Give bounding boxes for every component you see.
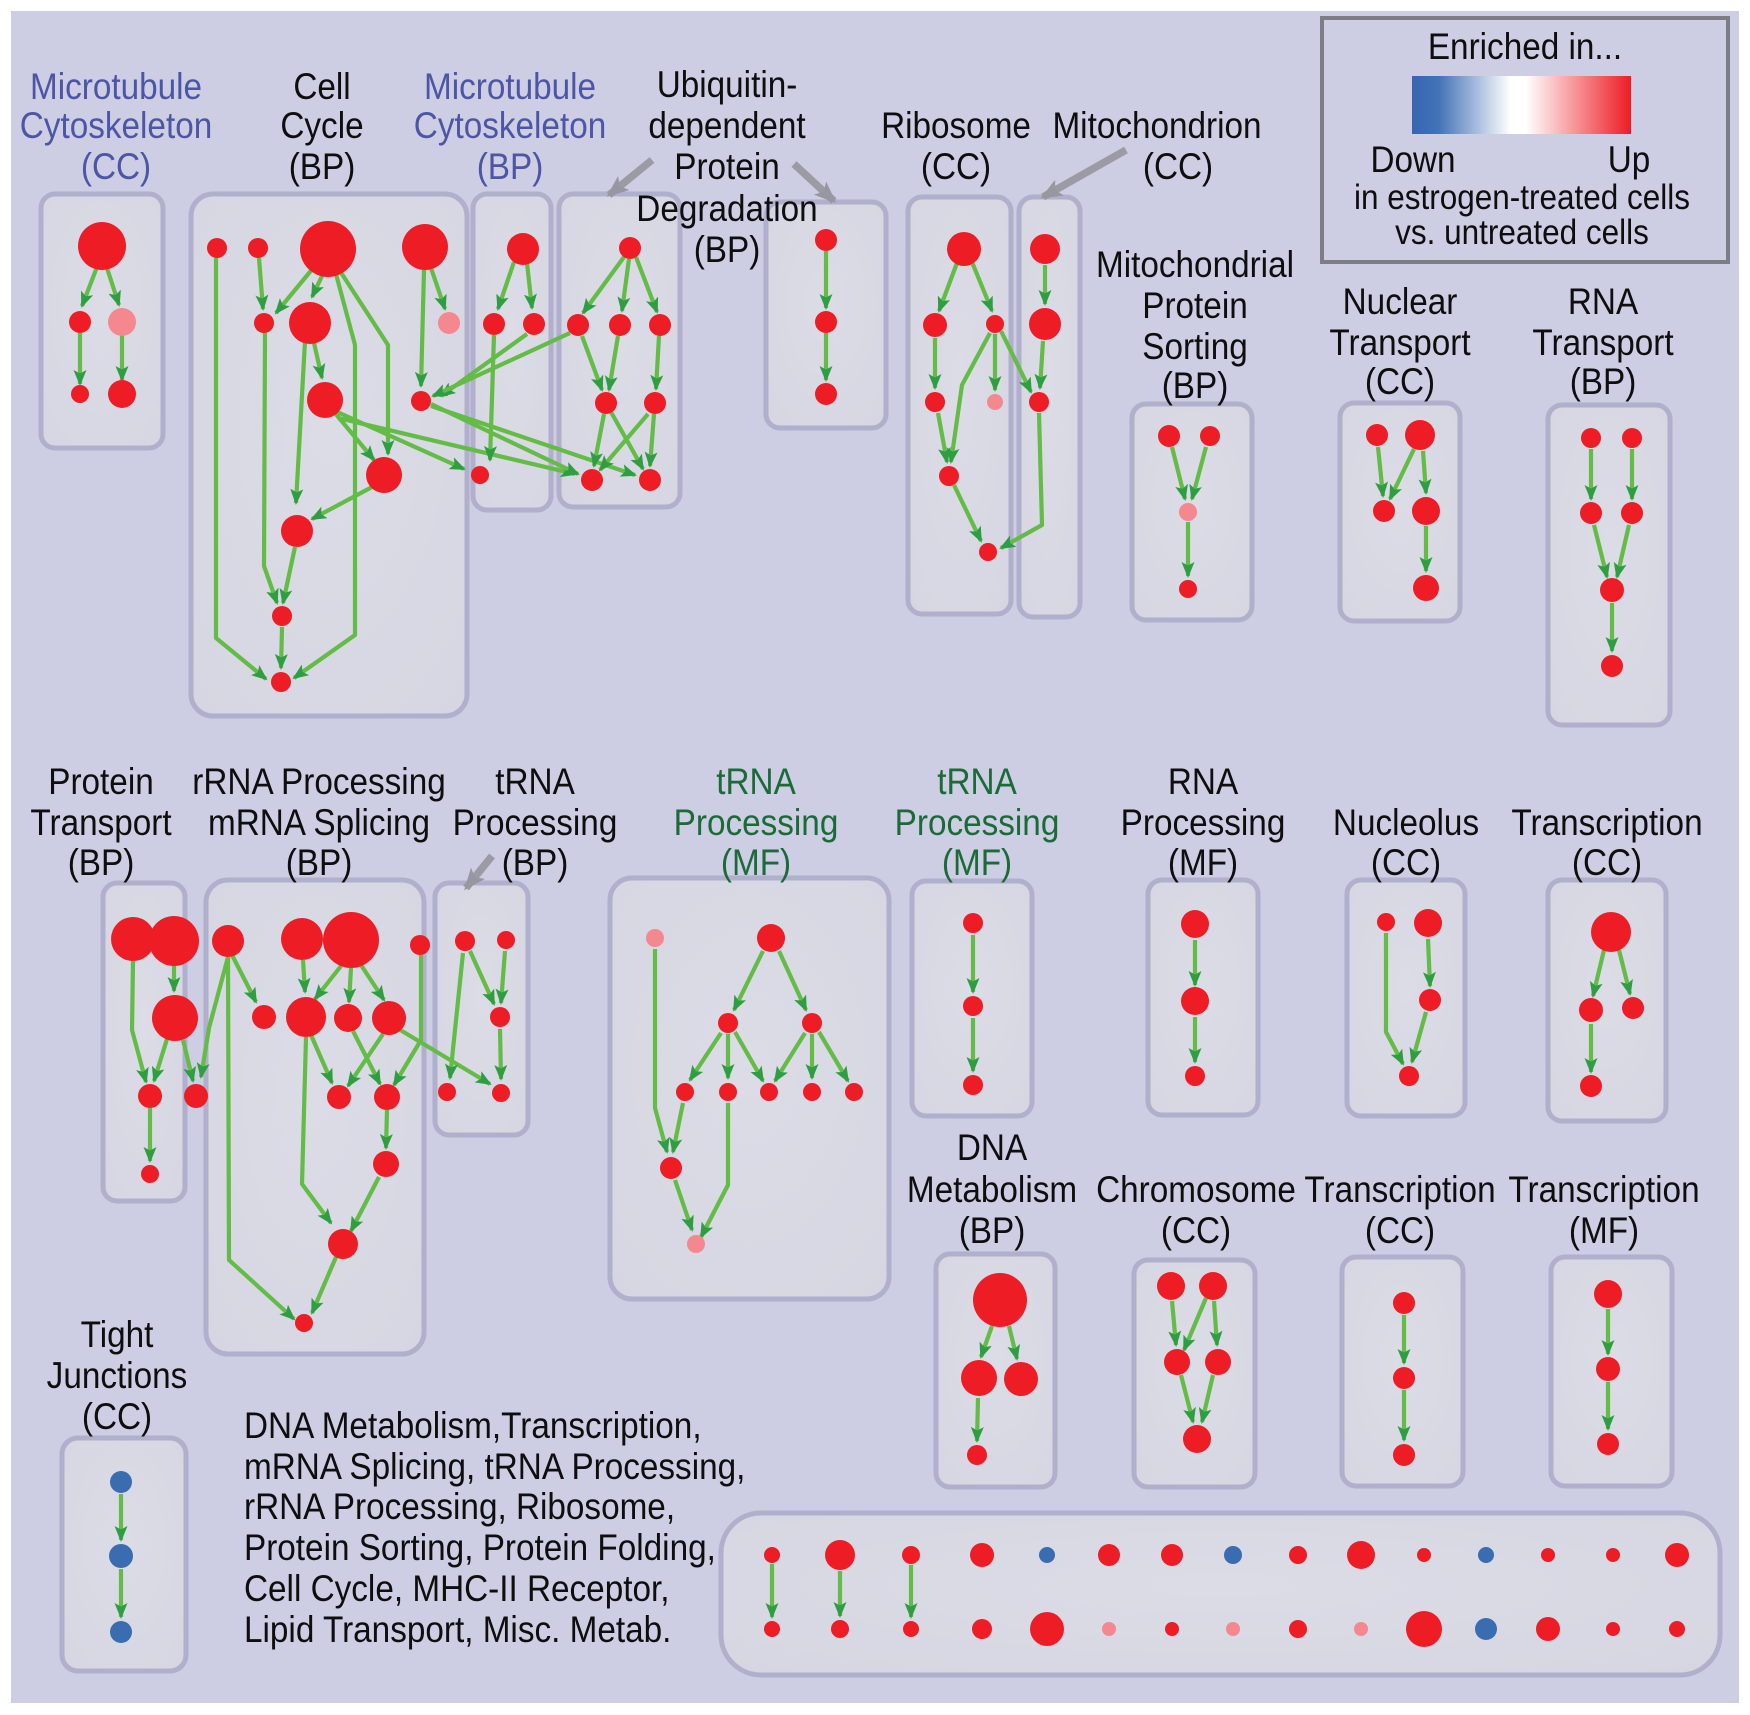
svg-text:Microtubule: Microtubule: [30, 66, 202, 107]
svg-text:in estrogen-treated cells: in estrogen-treated cells: [1354, 179, 1690, 218]
svg-text:DNA: DNA: [957, 1127, 1028, 1168]
svg-text:(CC): (CC): [1371, 842, 1441, 883]
svg-text:(BP): (BP): [1162, 365, 1229, 406]
svg-text:Tight: Tight: [81, 1314, 154, 1355]
svg-text:mRNA Splicing, tRNA Processing: mRNA Splicing, tRNA Processing,: [244, 1446, 745, 1487]
svg-text:Sorting: Sorting: [1142, 326, 1247, 367]
svg-text:Cell: Cell: [293, 66, 350, 107]
svg-text:mRNA Splicing: mRNA Splicing: [208, 802, 430, 843]
svg-text:(CC): (CC): [921, 146, 991, 187]
svg-text:Processing: Processing: [895, 802, 1060, 843]
svg-text:Nucleolus: Nucleolus: [1333, 802, 1479, 843]
svg-text:(BP): (BP): [289, 146, 356, 187]
svg-text:Transport: Transport: [1329, 322, 1470, 363]
svg-text:(BP): (BP): [68, 842, 135, 883]
svg-text:Cytoskeleton: Cytoskeleton: [20, 105, 212, 146]
svg-text:Transcription: Transcription: [1511, 802, 1702, 843]
svg-text:DNA Metabolism,Transcription,: DNA Metabolism,Transcription,: [244, 1405, 702, 1446]
svg-text:tRNA: tRNA: [716, 761, 796, 802]
svg-text:Processing: Processing: [674, 802, 839, 843]
svg-text:vs. untreated cells: vs. untreated cells: [1395, 214, 1649, 253]
svg-text:Enriched in...: Enriched in...: [1428, 26, 1622, 67]
svg-text:Processing: Processing: [1121, 802, 1286, 843]
svg-text:Transcription: Transcription: [1508, 1169, 1699, 1210]
svg-text:RNA: RNA: [1568, 281, 1639, 322]
svg-text:(BP): (BP): [502, 842, 569, 883]
svg-text:(BP): (BP): [694, 229, 761, 270]
svg-text:Cell Cycle, MHC-II Receptor,: Cell Cycle, MHC-II Receptor,: [244, 1568, 669, 1609]
svg-text:RNA: RNA: [1168, 761, 1239, 802]
svg-text:Protein Sorting, Protein Foldi: Protein Sorting, Protein Folding,: [244, 1527, 716, 1568]
svg-text:Degradation: Degradation: [636, 188, 817, 229]
svg-text:Up: Up: [1608, 139, 1651, 180]
svg-text:rRNA Processing, Ribosome,: rRNA Processing, Ribosome,: [244, 1486, 675, 1527]
svg-text:Transport: Transport: [30, 802, 171, 843]
svg-text:Lipid Transport, Misc. Metab.: Lipid Transport, Misc. Metab.: [244, 1609, 671, 1650]
svg-text:(MF): (MF): [1168, 842, 1238, 883]
svg-text:(BP): (BP): [959, 1210, 1026, 1251]
svg-text:(MF): (MF): [942, 842, 1012, 883]
svg-text:(BP): (BP): [286, 842, 353, 883]
svg-text:(BP): (BP): [1570, 361, 1637, 402]
svg-text:Ribosome: Ribosome: [881, 105, 1031, 146]
svg-text:(BP): (BP): [477, 146, 544, 187]
svg-text:dependent: dependent: [648, 105, 806, 146]
svg-text:(CC): (CC): [1365, 361, 1435, 402]
svg-text:(CC): (CC): [1365, 1210, 1435, 1251]
svg-text:Transcription: Transcription: [1304, 1169, 1495, 1210]
svg-text:tRNA: tRNA: [937, 761, 1017, 802]
svg-text:Mitochondrion: Mitochondrion: [1052, 105, 1261, 146]
svg-text:Ubiquitin-: Ubiquitin-: [657, 64, 798, 105]
svg-text:Metabolism: Metabolism: [907, 1169, 1077, 1210]
svg-text:(CC): (CC): [1143, 146, 1213, 187]
svg-text:tRNA: tRNA: [495, 761, 575, 802]
svg-text:(CC): (CC): [1161, 1210, 1231, 1251]
svg-text:Chromosome: Chromosome: [1096, 1169, 1296, 1210]
svg-text:Processing: Processing: [453, 802, 618, 843]
svg-text:Protein: Protein: [48, 761, 153, 802]
svg-text:Microtubule: Microtubule: [424, 66, 596, 107]
svg-text:Transport: Transport: [1532, 322, 1673, 363]
svg-text:rRNA Processing: rRNA Processing: [192, 761, 445, 802]
svg-text:Protein: Protein: [1142, 285, 1247, 326]
svg-text:Protein: Protein: [674, 146, 779, 187]
svg-text:Junctions: Junctions: [47, 1355, 188, 1396]
svg-text:(CC): (CC): [1572, 842, 1642, 883]
svg-text:Cycle: Cycle: [280, 105, 363, 146]
svg-text:Nuclear: Nuclear: [1343, 281, 1458, 322]
svg-text:Cytoskeleton: Cytoskeleton: [414, 105, 606, 146]
svg-text:Mitochondrial: Mitochondrial: [1096, 244, 1294, 285]
svg-text:Down: Down: [1370, 139, 1455, 180]
svg-text:(CC): (CC): [82, 1396, 152, 1437]
svg-text:(MF): (MF): [1569, 1210, 1639, 1251]
svg-text:(CC): (CC): [81, 146, 151, 187]
svg-text:(MF): (MF): [721, 842, 791, 883]
